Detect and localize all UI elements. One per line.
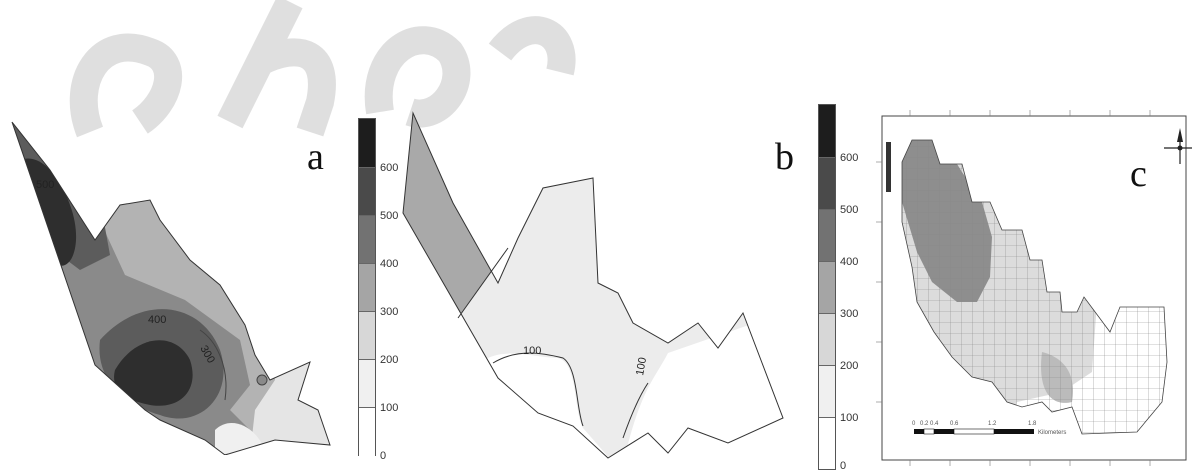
scale-b-step (819, 417, 835, 469)
scale-a-tick: 100 (380, 402, 399, 414)
panel-c-scale-bar: 0 0.2 0.4 0.6 1.2 1.8 Kilometers (912, 421, 1066, 436)
scale-a-tick: 200 (380, 354, 399, 366)
scale-a-step (359, 167, 375, 215)
scale-b-step (819, 261, 835, 313)
scale-b-tick: 0 (840, 460, 847, 472)
panel-b-map: 100 100 (402, 111, 784, 459)
scale-a-step (359, 263, 375, 311)
scale-a-tick: 400 (380, 258, 399, 270)
scale-b-step (819, 157, 835, 209)
scale-a-step (359, 215, 375, 263)
panel-c-letter: c (1130, 153, 1147, 195)
scale-b-tick: 600 (840, 152, 859, 164)
scale-bar-b (818, 104, 836, 470)
panel-a-letter: a (307, 136, 324, 178)
scale-b-tick: 300 (840, 308, 859, 320)
panel-a-contour-label: 500 (36, 179, 54, 191)
panel-a-contour-label: 400 (148, 314, 166, 326)
scale-a-step (359, 359, 375, 407)
north-arrow-icon (1164, 128, 1192, 164)
panel-b-contour-label: 100 (634, 356, 649, 376)
scale-a-tick: 300 (380, 306, 399, 318)
panel-a-map: 500 400 300 (11, 121, 331, 455)
panel-c-map: 0 0.2 0.4 0.6 1.2 1.8 Kilometers (876, 110, 1192, 466)
scale-a-tick: 600 (380, 162, 399, 174)
scale-b-tick: 200 (840, 360, 859, 372)
panel-c-legend-ramp (886, 142, 891, 192)
panel-c-scale-tick: 0.4 (930, 421, 939, 427)
scale-a-step (359, 119, 375, 167)
scale-b-tick: 400 (840, 256, 859, 268)
scale-b-step (819, 209, 835, 261)
panel-c-scale-tick: 0 (912, 421, 916, 427)
scale-b-step (819, 105, 835, 157)
watermark (69, 0, 576, 138)
panel-b-letter: b (775, 136, 794, 178)
scale-b-tick: 100 (840, 412, 859, 424)
panel-c-scale-tick: 0.2 (920, 421, 929, 427)
scale-b-tick: 500 (840, 204, 859, 216)
scale-bar-a (358, 118, 376, 456)
panel-b-contour-label: 100 (523, 345, 541, 357)
scale-a-tick: 500 (380, 210, 399, 222)
panel-c-scale-tick: 0.6 (950, 421, 959, 427)
scale-b-step (819, 313, 835, 365)
scale-a-step (359, 407, 375, 456)
scale-a-step (359, 311, 375, 359)
panel-c-scale-tick: 1.2 (988, 421, 997, 427)
scale-a-tick: 0 (380, 450, 387, 462)
scale-b-step (819, 365, 835, 417)
panel-c-scale-tick: 1.8 (1028, 421, 1037, 427)
panel-c-scale-unit: Kilometers (1038, 430, 1066, 436)
